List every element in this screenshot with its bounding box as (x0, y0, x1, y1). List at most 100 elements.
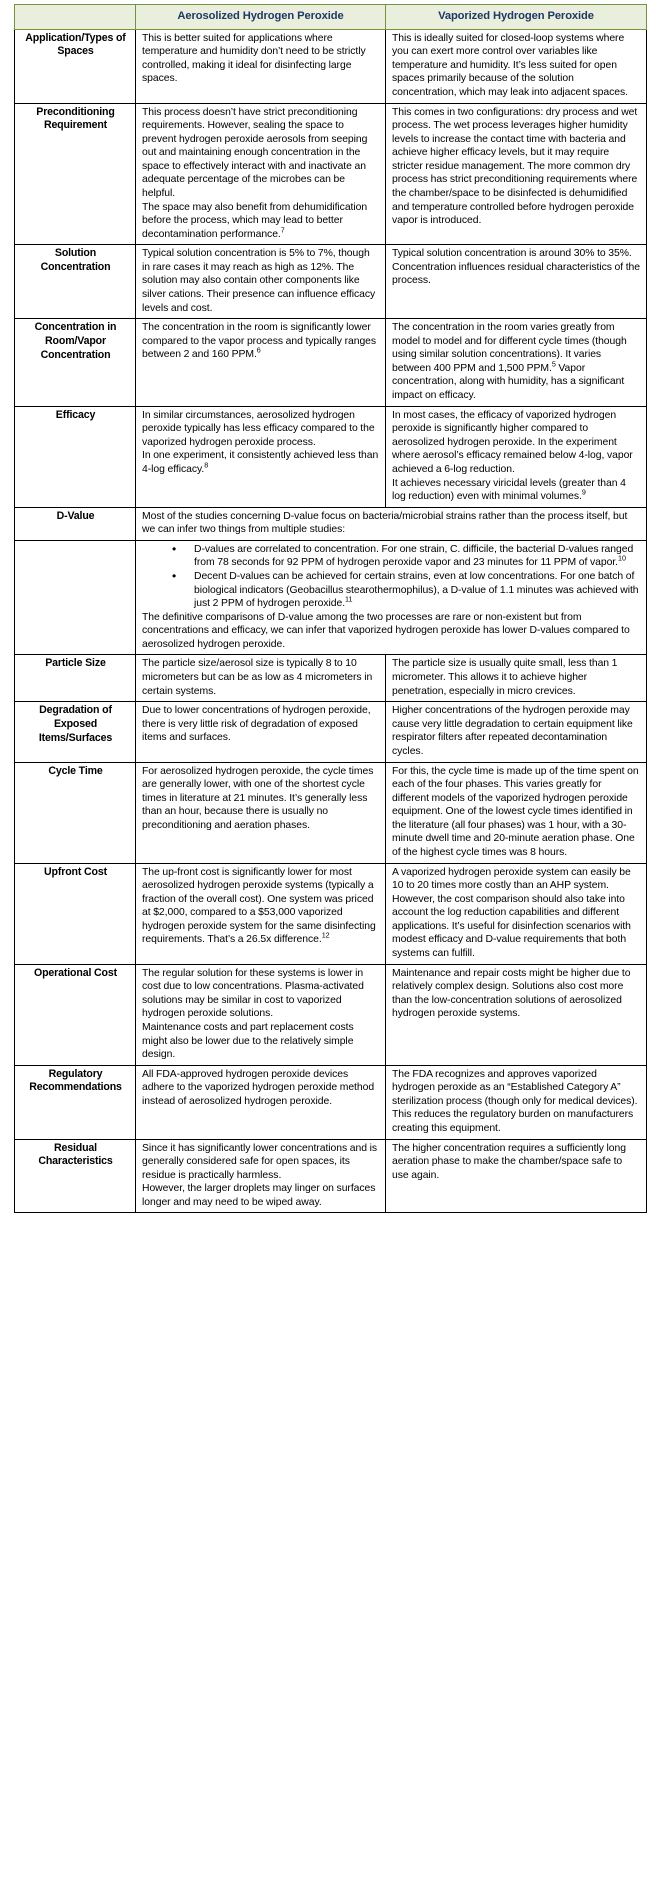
cell-vaporized-efficacy: In most cases, the efficacy of vaporized… (385, 405, 647, 508)
cell-aerosolized-degradation: Due to lower concentrations of hydrogen … (135, 701, 386, 763)
cell-paragraph: The FDA recognizes and approves vaporize… (392, 1068, 638, 1134)
comparison-table: Aerosolized Hydrogen Peroxide Vaporized … (14, 4, 647, 1214)
table-row: Particle Size The particle size/aerosol … (14, 654, 647, 703)
paragraph-text: In one experiment, it consistently achie… (142, 450, 379, 475)
paragraph-text: Vapor concentration, along with humidity… (392, 362, 625, 402)
cell-vaporized-upfront-cost: A vaporized hydrogen peroxide system can… (385, 862, 647, 965)
paragraph-text: The concentration in the room varies gre… (392, 322, 627, 374)
cell-paragraph: Higher concentrations of the hydrogen pe… (392, 705, 633, 757)
cell-paragraph: For aerosolized hydrogen peroxide, the c… (142, 765, 374, 831)
cell-paragraph: For this, the cycle time is made up of t… (392, 765, 639, 858)
cell-paragraph: Maintenance costs and part replacement c… (142, 1021, 354, 1061)
cell-paragraph: The concentration in the room is signifi… (142, 321, 380, 362)
cell-paragraph: The concentration in the room varies gre… (392, 321, 641, 402)
cell-paragraph: This comes in two configurations: dry pr… (392, 106, 638, 227)
cell-vaporized-regulatory: The FDA recognizes and approves vaporize… (385, 1064, 647, 1140)
table-header: Aerosolized Hydrogen Peroxide Vaporized … (14, 4, 647, 30)
row-label-d-value: D-Value (14, 506, 136, 541)
footnote-marker: 12 (321, 930, 330, 940)
cell-paragraph: The up-front cost is significantly lower… (142, 866, 380, 947)
cell-paragraph: The particle size/aerosol size is typica… (142, 658, 373, 697)
header-cell-aerosolized: Aerosolized Hydrogen Peroxide (135, 4, 386, 30)
cell-paragraph: In most cases, the efficacy of vaporized… (392, 409, 633, 475)
cell-d-value-details: D-values are correlated to concentration… (135, 539, 647, 656)
table-row: Concentration in Room/Vapor Concentratio… (14, 318, 647, 407)
cell-aerosolized-solution-concentration: Typical solution concentration is 5% to … (135, 244, 386, 320)
table-row: Operational Cost The regular solution fo… (14, 963, 647, 1066)
cell-paragraph: In one experiment, it consistently achie… (142, 449, 380, 476)
row-label-degradation-exposed-items: Degradation of Exposed Items/Surfaces (14, 701, 136, 763)
paragraph-text: The space may also benefit from dehumidi… (142, 201, 368, 240)
cell-vaporized-cycle-time: For this, the cycle time is made up of t… (385, 761, 647, 864)
cell-paragraph: It achieves necessary viricidal levels (… (392, 477, 641, 504)
cell-aerosolized-room-concentration: The concentration in the room is signifi… (135, 318, 386, 407)
cell-paragraph: All FDA-approved hydrogen peroxide devic… (142, 1068, 375, 1107)
row-label-residual-characteristics: Residual Characteristics (14, 1138, 136, 1214)
header-cell-blank (14, 4, 136, 30)
cell-aerosolized-particle-size: The particle size/aerosol size is typica… (135, 654, 386, 703)
cell-vaporized-application: This is ideally suited for closed-loop s… (385, 28, 647, 104)
cell-paragraph: The space may also benefit from dehumidi… (142, 201, 380, 242)
row-label-d-value-continued (14, 539, 136, 656)
row-label-upfront-cost: Upfront Cost (14, 862, 136, 965)
row-label-cycle-time: Cycle Time (14, 761, 136, 864)
table-row: Regulatory Recommendations All FDA-appro… (14, 1064, 647, 1140)
row-label-solution-concentration: Solution Concentration (14, 244, 136, 320)
row-label-efficacy: Efficacy (14, 405, 136, 508)
cell-paragraph: The regular solution for these systems i… (142, 967, 364, 1020)
table-body: Application/Types of Spaces This is bett… (14, 28, 647, 1214)
footnote-marker: 8 (204, 460, 209, 470)
paragraph-text: The concentration in the room is signifi… (142, 322, 377, 361)
table-row: D-values are correlated to concentration… (14, 539, 647, 656)
row-label-particle-size: Particle Size (14, 654, 136, 703)
footnote-marker: 9 (581, 487, 586, 497)
row-label-application-types-of-spaces: Application/Types of Spaces (14, 28, 136, 104)
cell-vaporized-preconditioning: This comes in two configurations: dry pr… (385, 102, 647, 246)
cell-paragraph: The higher concentration requires a suff… (392, 1142, 626, 1181)
cell-aerosolized-application: This is better suited for applications w… (135, 28, 386, 104)
cell-aerosolized-operational-cost: The regular solution for these systems i… (135, 963, 386, 1066)
cell-aerosolized-efficacy: In similar circumstances, aerosolized hy… (135, 405, 386, 508)
cell-vaporized-room-concentration: The concentration in the room varies gre… (385, 318, 647, 407)
d-value-bullet-list: D-values are correlated to concentration… (142, 543, 641, 611)
table-row: Solution Concentration Typical solution … (14, 244, 647, 320)
table-row: Efficacy In similar circumstances, aeros… (14, 405, 647, 508)
list-item: Decent D-values can be achieved for cert… (164, 570, 641, 611)
cell-paragraph: However, the larger droplets may linger … (142, 1183, 376, 1208)
cell-vaporized-residual: The higher concentration requires a suff… (385, 1138, 647, 1214)
paragraph-text: The up-front cost is significantly lower… (142, 866, 376, 946)
cell-aerosolized-preconditioning: This process doesn’t have strict precond… (135, 102, 386, 246)
footnote-marker: 5 (551, 359, 556, 369)
row-label-preconditioning-requirement: Preconditioning Requirement (14, 102, 136, 246)
cell-paragraph: Due to lower concentrations of hydrogen … (142, 705, 371, 744)
header-row: Aerosolized Hydrogen Peroxide Vaporized … (14, 4, 647, 30)
cell-aerosolized-regulatory: All FDA-approved hydrogen peroxide devic… (135, 1064, 386, 1140)
cell-paragraph: This process doesn’t have strict precond… (142, 106, 368, 199)
cell-aerosolized-residual: Since it has significantly lower concent… (135, 1138, 386, 1214)
cell-aerosolized-cycle-time: For aerosolized hydrogen peroxide, the c… (135, 761, 386, 864)
header-cell-vaporized: Vaporized Hydrogen Peroxide (385, 4, 647, 30)
cell-paragraph: Typical solution concentration is around… (392, 248, 641, 287)
cell-aerosolized-upfront-cost: The up-front cost is significantly lower… (135, 862, 386, 965)
cell-vaporized-degradation: Higher concentrations of the hydrogen pe… (385, 701, 647, 763)
paragraph-text: It achieves necessary viricidal levels (… (392, 477, 626, 503)
cell-paragraph: A vaporized hydrogen peroxide system can… (392, 866, 631, 960)
footnote-marker: 6 (256, 345, 261, 355)
cell-paragraph: Since it has significantly lower concent… (142, 1142, 378, 1181)
cell-paragraph: This is better suited for applications w… (142, 32, 366, 85)
cell-vaporized-operational-cost: Maintenance and repair costs might be hi… (385, 963, 647, 1066)
cell-paragraph: The particle size is usually quite small… (392, 658, 618, 697)
cell-paragraph: Maintenance and repair costs might be hi… (392, 967, 631, 1020)
table-row: Application/Types of Spaces This is bett… (14, 28, 647, 104)
row-label-concentration-in-room: Concentration in Room/Vapor Concentratio… (14, 318, 136, 407)
cell-paragraph: The definitive comparisons of D-value am… (142, 611, 630, 650)
cell-vaporized-particle-size: The particle size is usually quite small… (385, 654, 647, 703)
table-row: Upfront Cost The up-front cost is signif… (14, 862, 647, 965)
footnote-marker: 10 (618, 553, 626, 563)
table-row: Preconditioning Requirement This process… (14, 102, 647, 246)
list-item: D-values are correlated to concentration… (164, 543, 641, 570)
cell-vaporized-solution-concentration: Typical solution concentration is around… (385, 244, 647, 320)
footnote-marker: 11 (345, 594, 353, 604)
table-row: Cycle Time For aerosolized hydrogen pero… (14, 761, 647, 864)
